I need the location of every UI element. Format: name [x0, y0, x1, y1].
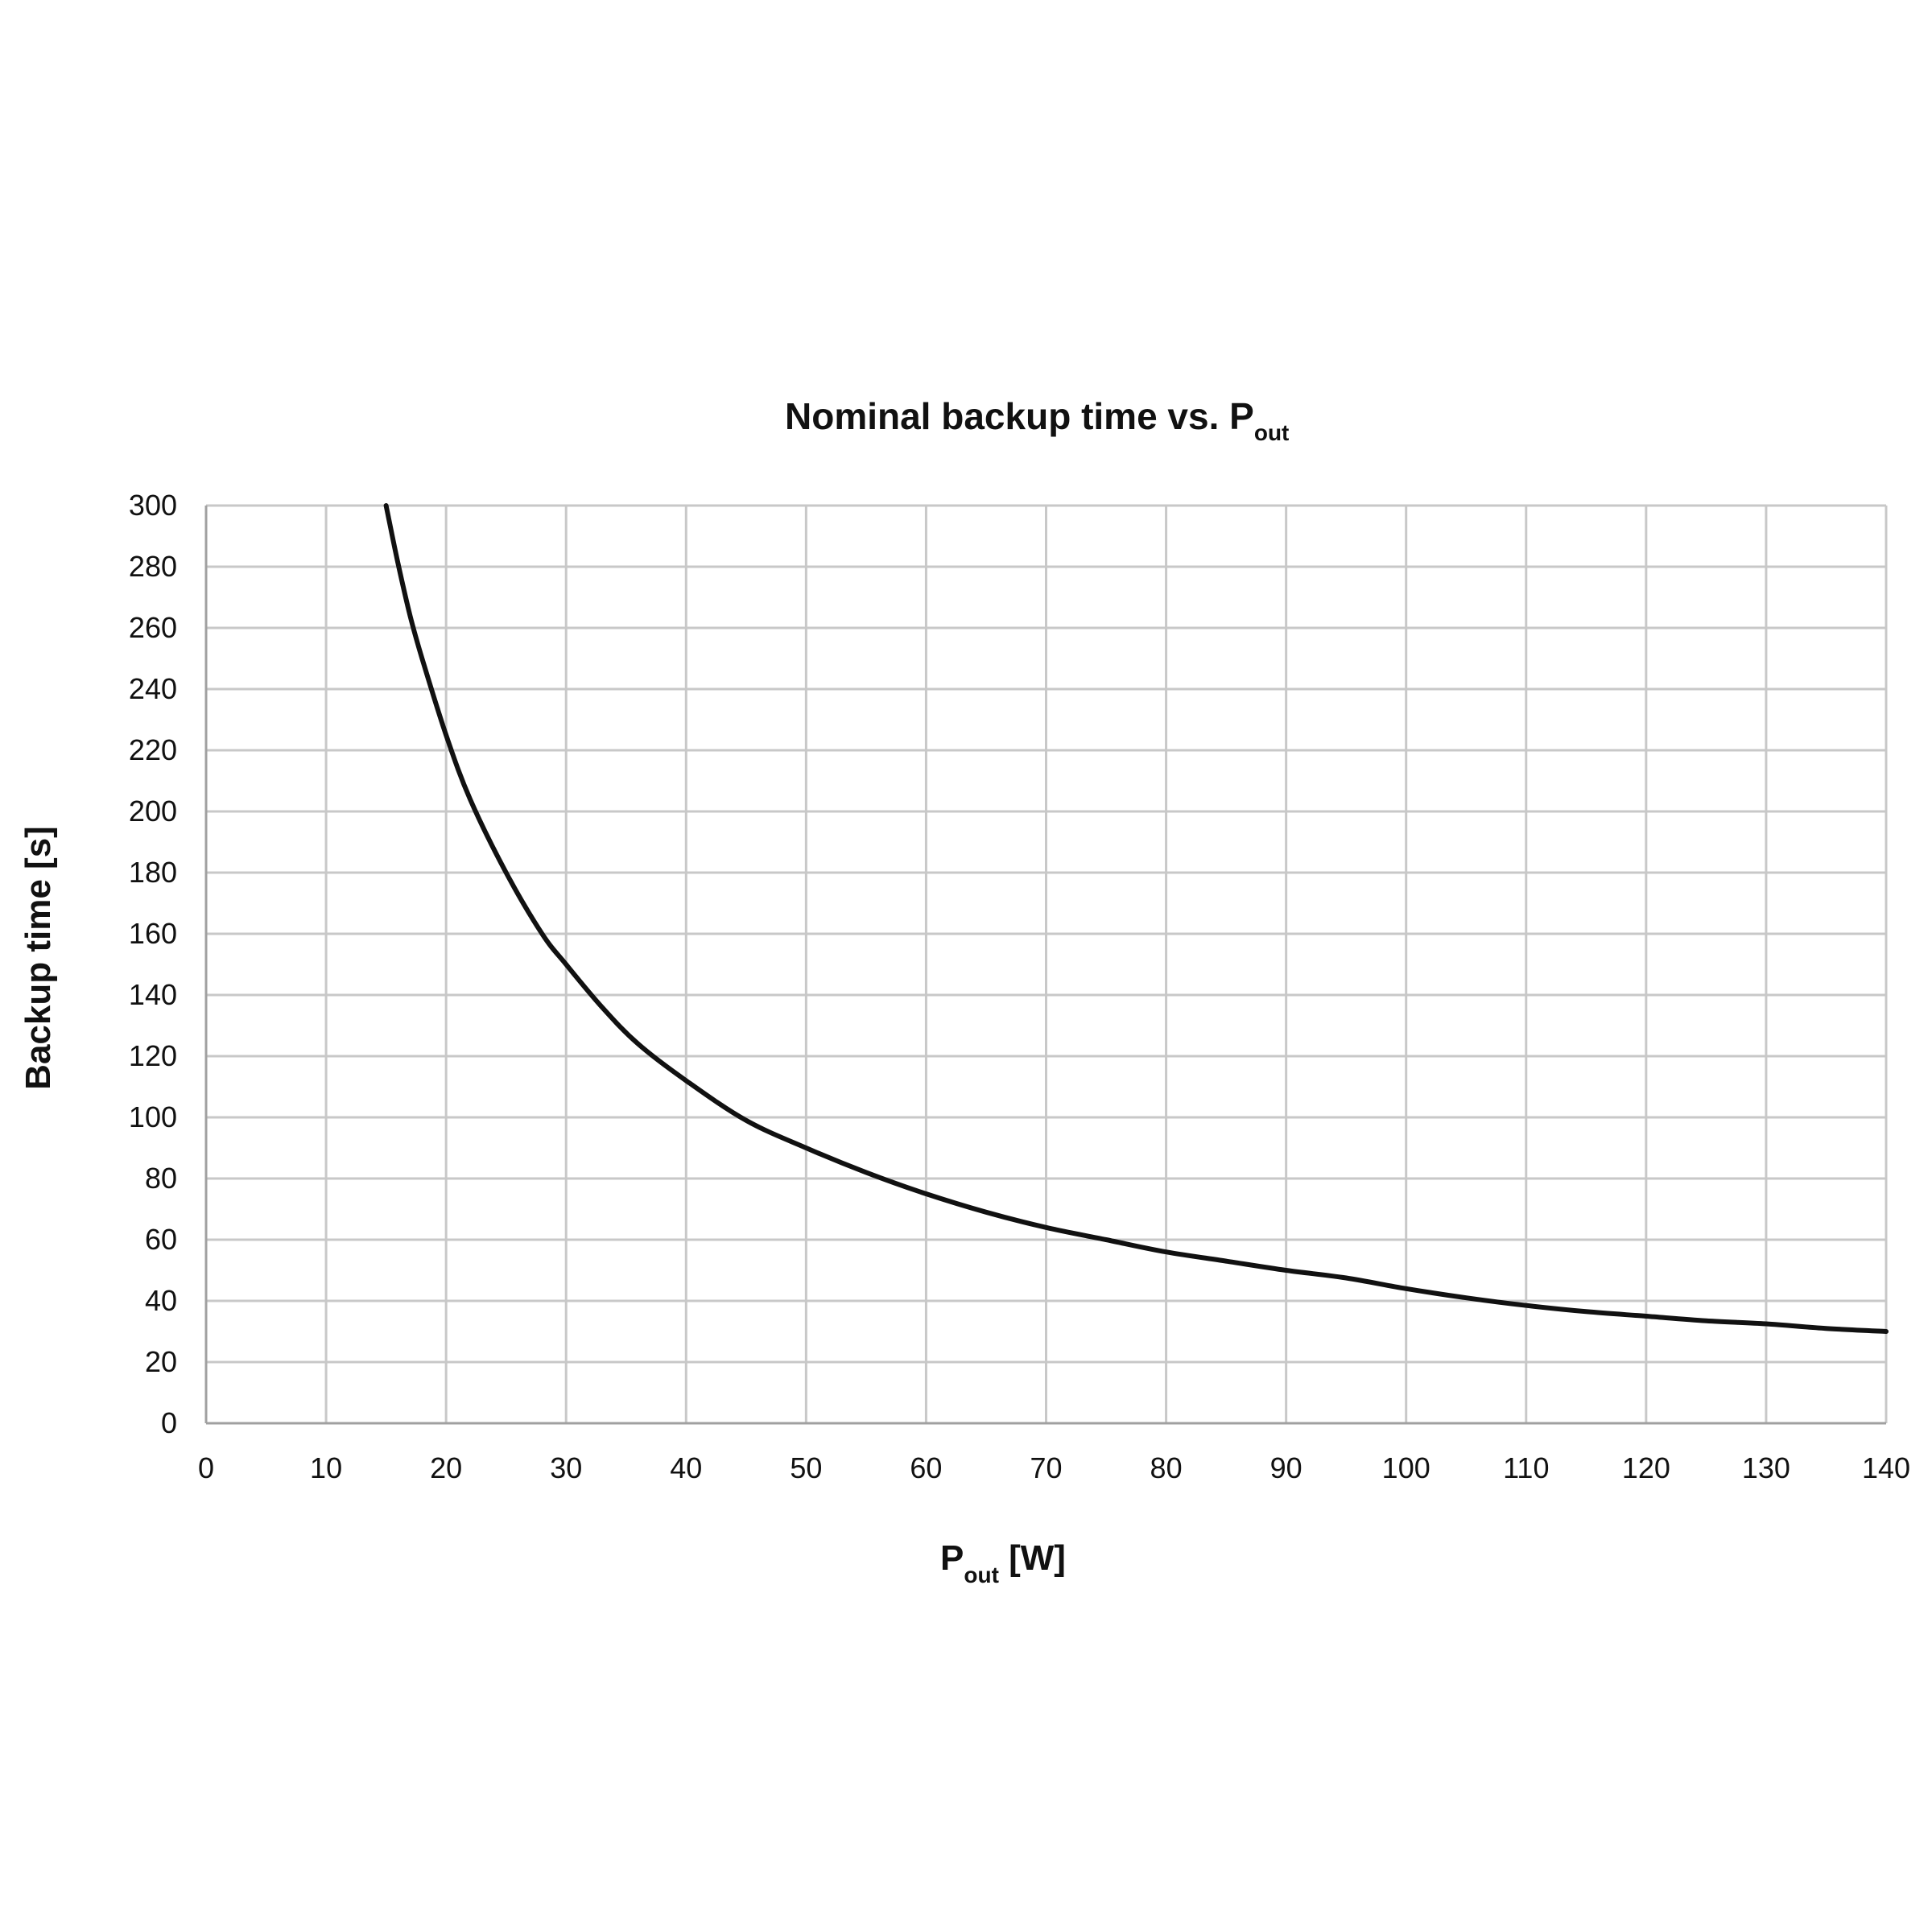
y-tick-label: 240 [129, 672, 177, 705]
x-tick-label: 40 [670, 1451, 702, 1484]
series [383, 503, 1889, 1334]
y-tick-label: 80 [145, 1162, 177, 1195]
y-tick-label: 20 [145, 1345, 177, 1378]
x-tick-label: 0 [198, 1451, 214, 1484]
y-axis-label: Backup time [s] [19, 826, 58, 1090]
x-tick-label: 100 [1382, 1451, 1430, 1484]
x-tick-label: 60 [910, 1451, 942, 1484]
x-tick-label: 20 [430, 1451, 462, 1484]
y-tick-label: 0 [161, 1406, 177, 1439]
y-tick-label: 140 [129, 978, 177, 1011]
tick-labels: 0 10 20 30 40 50 60 70 80 90 100 110 120 130 140 0 20 40 6… [129, 489, 1910, 1484]
x-axis-label-main: P [940, 1538, 964, 1578]
x-tick-label: 110 [1503, 1451, 1549, 1484]
x-tick-label: 130 [1742, 1451, 1790, 1484]
x-tick-label: 80 [1150, 1451, 1183, 1484]
x-tick-label: 50 [790, 1451, 822, 1484]
y-tick-label: 220 [129, 733, 177, 766]
y-tick-label: 200 [129, 795, 177, 828]
x-tick-label: 30 [550, 1451, 582, 1484]
y-tick-label: 60 [145, 1223, 177, 1256]
x-axis-label-unit: [W] [999, 1538, 1066, 1578]
y-tick-label: 100 [129, 1100, 177, 1133]
x-axis-label: Pout [W] [940, 1538, 1066, 1587]
chart-title: Nominal backup time vs. Pout [785, 395, 1289, 445]
y-tick-label: 260 [129, 611, 177, 644]
y-tick-label: 280 [129, 550, 177, 583]
series-line [383, 503, 1889, 1334]
x-tick-label: 70 [1030, 1451, 1062, 1484]
x-tick-label: 10 [310, 1451, 342, 1484]
y-tick-label: 300 [129, 489, 177, 522]
x-tick-label: 140 [1862, 1451, 1910, 1484]
y-tick-label: 40 [145, 1284, 177, 1317]
chart-title-subscript: out [1254, 420, 1290, 445]
grid [206, 504, 1888, 1423]
y-tick-label: 120 [129, 1039, 177, 1072]
chart-title-main: Nominal backup time vs. P [785, 395, 1254, 437]
x-axis-label-subscript: out [964, 1563, 999, 1587]
x-tick-label: 120 [1622, 1451, 1670, 1484]
axes [204, 506, 1886, 1425]
x-tick-label: 90 [1270, 1451, 1302, 1484]
y-tick-label: 160 [129, 917, 177, 950]
y-tick-label: 180 [129, 856, 177, 889]
